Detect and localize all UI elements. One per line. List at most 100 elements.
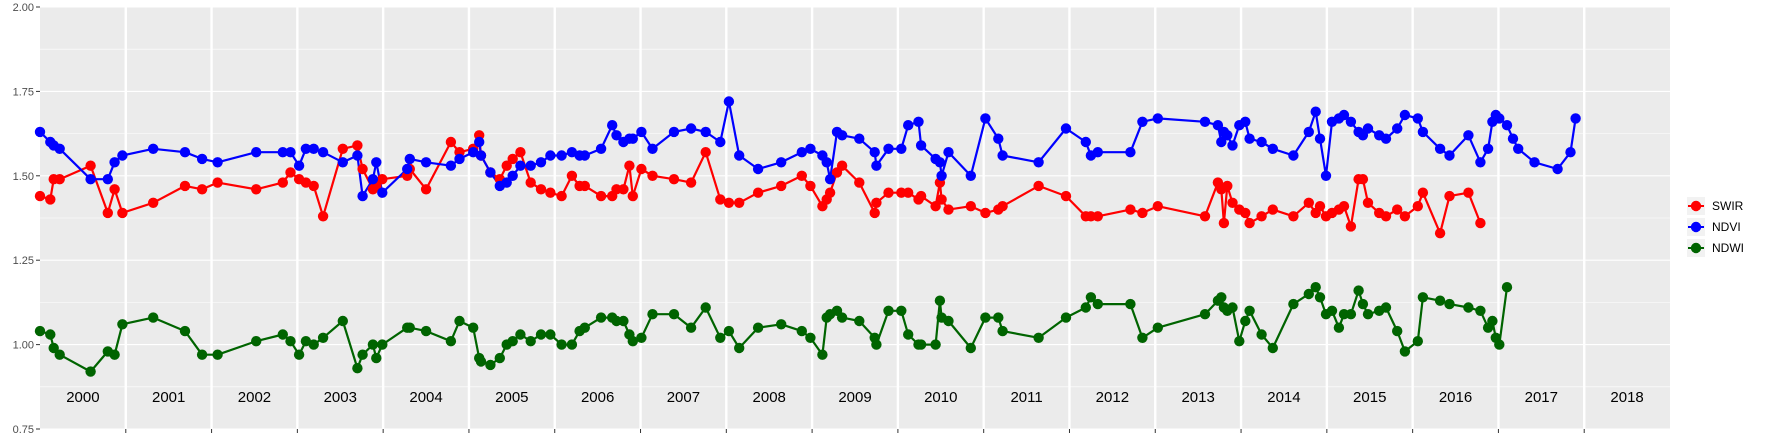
data-point-ndwi — [1216, 292, 1227, 303]
data-point-ndvi — [1080, 136, 1092, 148]
data-point-swir — [556, 190, 567, 202]
data-point-ndwi — [579, 322, 590, 333]
legend-label-ndwi: NDWI — [1712, 241, 1744, 255]
data-point-ndwi — [1092, 298, 1104, 310]
data-point-swir — [1392, 204, 1403, 215]
data-point-swir — [965, 201, 976, 212]
data-point-ndvi — [854, 133, 865, 144]
data-point-ndwi — [494, 352, 505, 364]
data-point-ndvi — [871, 160, 882, 171]
data-point-ndwi — [377, 339, 388, 350]
data-point-ndvi — [507, 170, 518, 181]
major-grid — [40, 6, 1670, 430]
data-point-ndwi — [805, 332, 816, 343]
data-point-swir — [109, 184, 120, 195]
data-point-ndwi — [980, 312, 991, 323]
data-point-ndvi — [179, 147, 191, 158]
data-point-swir — [1338, 201, 1350, 212]
year-label: 2015 — [1353, 389, 1386, 406]
data-point-ndvi — [337, 157, 348, 168]
data-point-ndwi — [1333, 322, 1345, 333]
year-labels: 2000 2001 2002 2003 2004 2005 2006 2007 2008 2009… — [66, 389, 1644, 406]
legend-key-ndvi — [1690, 221, 1702, 233]
data-point-ndvi — [1565, 147, 1576, 158]
data-point-swir — [1314, 201, 1326, 212]
year-label: 2001 — [152, 389, 185, 406]
data-point-ndvi — [54, 143, 65, 154]
data-point-ndvi — [627, 133, 638, 144]
y-tick-label: 0.75 — [13, 424, 34, 436]
data-point-ndwi — [212, 349, 223, 360]
y-tick-label: 1.00 — [13, 340, 34, 352]
data-point-ndvi — [685, 123, 697, 134]
data-point-ndvi — [913, 116, 924, 128]
data-point-ndvi — [402, 163, 413, 175]
data-point-swir — [595, 190, 607, 202]
data-point-ndwi — [776, 319, 787, 330]
data-point-ndwi — [371, 352, 382, 364]
data-point-swir — [525, 177, 536, 188]
data-point-ndvi — [1338, 109, 1350, 121]
data-point-ndvi — [934, 157, 946, 168]
data-point-swir — [285, 167, 296, 178]
data-point-swir — [1380, 211, 1392, 222]
data-point-ndwi — [595, 312, 607, 323]
data-point-ndwi — [618, 315, 629, 327]
data-point-ndvi — [943, 147, 954, 158]
data-point-swir — [251, 184, 262, 195]
data-point-ndwi — [943, 315, 954, 327]
data-point-ndvi — [109, 157, 120, 168]
data-point-swir — [196, 184, 208, 195]
data-point-swir — [54, 174, 65, 185]
data-point-ndvi — [1060, 123, 1072, 134]
data-point-ndwi — [1085, 292, 1097, 303]
data-point-swir — [1303, 197, 1315, 208]
data-point-ndvi — [611, 130, 622, 141]
data-point-swir — [869, 207, 880, 219]
data-point-ndwi — [1227, 302, 1238, 313]
year-label: 2003 — [324, 389, 357, 406]
data-point-ndwi — [179, 325, 191, 337]
data-point-swir — [903, 187, 914, 198]
data-point-ndwi — [627, 336, 638, 347]
data-point-ndwi — [535, 329, 547, 340]
data-point-swir — [535, 184, 547, 195]
data-point-ndvi — [1552, 163, 1563, 175]
data-point-swir — [836, 160, 848, 171]
data-point-ndwi — [300, 336, 312, 347]
year-label: 2010 — [924, 389, 957, 406]
year-label: 2000 — [66, 389, 99, 406]
data-point-ndwi — [1234, 336, 1245, 347]
data-point-ndwi — [1303, 288, 1315, 300]
data-point-ndvi — [579, 150, 590, 161]
data-point-swir — [1417, 187, 1429, 198]
data-point-ndwi — [485, 359, 496, 371]
data-point-ndwi — [475, 356, 487, 367]
data-point-ndwi — [997, 325, 1008, 337]
data-point-swir — [507, 153, 518, 165]
data-point-ndvi — [607, 120, 618, 131]
data-point-ndwi — [404, 322, 415, 333]
data-point-ndwi — [196, 349, 208, 360]
legend-label-ndvi: NDVI — [1712, 220, 1741, 234]
data-point-ndvi — [525, 160, 536, 171]
data-point-ndvi — [636, 126, 647, 138]
data-point-swir — [1125, 204, 1136, 215]
data-point-ndvi — [308, 143, 319, 154]
data-point-ndvi — [1570, 113, 1581, 124]
data-point-swir — [1199, 211, 1211, 222]
data-point-swir — [1357, 174, 1369, 185]
data-point-ndwi — [468, 322, 479, 333]
data-point-swir — [179, 180, 191, 192]
year-label: 2018 — [1610, 389, 1643, 406]
data-point-ndwi — [117, 319, 128, 330]
data-point-ndwi — [337, 315, 348, 327]
data-point-ndvi — [277, 147, 288, 158]
data-point-ndwi — [1033, 332, 1044, 343]
data-point-swir — [647, 170, 658, 181]
year-label: 2011 — [1010, 389, 1042, 406]
data-point-ndvi — [1125, 147, 1136, 158]
data-point-ndvi — [1482, 143, 1494, 154]
data-point-ndwi — [871, 339, 882, 350]
